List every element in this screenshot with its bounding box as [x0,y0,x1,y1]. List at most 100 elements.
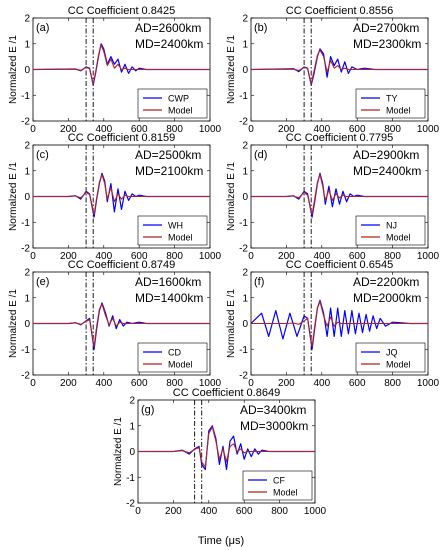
y-tick-label: -2 [239,244,248,255]
chart-panel: 0 200 400 600 800 1000 -2 -1 0 1 2 Normalzed E /1 CC… [226,5,440,135]
series-line-model [251,174,428,216]
series-line-model [33,303,210,348]
series-group [251,172,428,218]
y-tick-label: 1 [129,421,135,432]
x-tick-label: 800 [384,378,401,389]
y-axis-label: Normalzed E /1 [8,162,19,231]
y-axis-label: Normalzed E /1 [8,35,19,104]
y-tick-label: 2 [24,268,30,279]
y-axis-label: Normalzed E /1 [226,35,237,104]
legend-label: WH [168,221,183,231]
x-tick-label: 1000 [199,251,222,262]
y-tick-label: -1 [239,91,248,102]
x-tick-label: 0 [30,378,36,389]
series-group [33,302,210,350]
x-tick-label: 0 [30,251,36,262]
series-line-observed [251,299,428,350]
y-tick-label: 2 [24,14,30,25]
legend-box [355,342,426,373]
chart-panel: 0 200 400 600 800 1000 -2 -1 0 1 2 Normalzed E /1 CC… [8,132,222,262]
x-tick-label: 200 [278,378,295,389]
chart-title: CC Coefficient 0.8649 [173,387,280,399]
y-tick-label: -1 [21,91,30,102]
x-tick-label: 400 [313,251,330,262]
y-tick-label: 0 [129,447,135,458]
legend: NJ Model [355,215,426,246]
legend-label: Model [168,106,193,116]
chart-title: CC Coefficient 0.6545 [286,259,393,271]
legend-box [355,88,426,119]
panel-label: (c) [36,149,49,161]
series-line-model [138,426,315,468]
x-tick-label: 0 [135,506,141,517]
y-axis-label: Normalzed E /1 [8,289,19,358]
y-tick-label: 0 [242,319,248,330]
x-tick-label: 600 [349,251,366,262]
y-tick-label: -2 [21,117,30,128]
x-tick-label: 800 [271,506,288,517]
legend-label: Model [386,233,411,243]
legend-label: CD [168,348,181,358]
legend-label: Model [386,360,411,370]
legend-label: TY [386,94,398,104]
panel-label: (f) [254,276,264,288]
y-tick-label: 1 [242,293,248,304]
chart-panel: 0 200 400 600 800 1000 -2 -1 0 1 2 Normalzed E /1 CC… [8,5,222,135]
md-annotation: MD=2100km [135,164,203,178]
y-tick-label: 0 [24,319,30,330]
series-group [138,425,315,471]
ad-annotation: AD=2500km [135,148,201,162]
legend: WH Model [137,215,208,246]
ad-annotation: AD=2700km [353,21,419,35]
y-tick-label: -2 [126,499,135,510]
series-group [33,172,210,218]
chart-panel: 0 200 400 600 800 1000 -2 -1 0 1 2 Normalzed E /1 CC… [8,259,222,389]
y-tick-label: -1 [21,345,30,356]
x-tick-label: 0 [248,378,254,389]
legend-label: Model [168,233,193,243]
legend: TY Model [355,88,426,119]
y-tick-label: -2 [21,371,30,382]
series-group [251,48,428,86]
x-tick-label: 1000 [417,378,440,389]
legend: CF Model [242,470,313,501]
y-tick-label: -2 [21,244,30,255]
chart-panel: 0 200 400 600 800 1000 -2 -1 0 1 2 Normalzed E /1 CC… [113,387,327,517]
y-tick-label: 0 [242,192,248,203]
y-tick-label: 2 [242,268,248,279]
y-tick-label: 0 [242,65,248,76]
series-line-model [33,174,210,216]
x-tick-label: 800 [384,251,401,262]
y-tick-label: -2 [239,117,248,128]
y-tick-label: -1 [239,345,248,356]
legend-box [242,470,313,501]
legend-box [137,88,208,119]
chart-title: CC Coefficient 0.8556 [286,5,393,17]
figure-xlabel: Time (μs) [198,535,244,547]
legend-label: CWP [168,94,189,104]
series-line-model [251,49,428,85]
x-tick-label: 0 [30,124,36,135]
x-tick-label: 600 [236,506,253,517]
md-annotation: MD=2000km [353,291,421,305]
series-line-model [251,301,428,348]
legend: JQ Model [355,342,426,373]
x-tick-label: 0 [248,251,254,262]
legend-label: JQ [386,348,398,358]
x-tick-label: 400 [95,251,112,262]
panel-label: (a) [36,22,49,34]
series-line-observed [251,172,428,218]
md-annotation: MD=2300km [353,37,421,51]
x-tick-label: 200 [60,251,77,262]
x-tick-label: 600 [131,124,148,135]
y-tick-label: 2 [24,141,30,152]
x-tick-label: 400 [313,378,330,389]
x-tick-label: 400 [200,506,217,517]
md-annotation: MD=1400km [135,291,203,305]
legend: CWP Model [137,88,208,119]
ad-annotation: AD=1600km [135,275,201,289]
x-tick-label: 1000 [199,124,222,135]
x-tick-label: 600 [131,378,148,389]
x-tick-label: 1000 [199,378,222,389]
x-tick-label: 400 [95,378,112,389]
